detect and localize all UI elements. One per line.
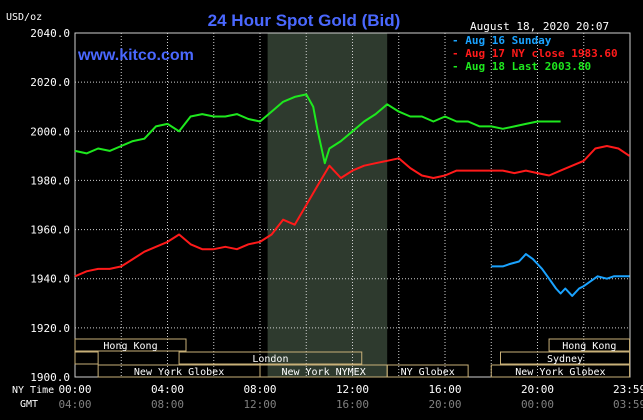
y-tick-label: 1960.0 [30, 224, 70, 237]
series-line [491, 253, 630, 297]
x-tick-label-gmt: 00:00 [521, 398, 554, 411]
session-box [548, 338, 631, 352]
session-box [74, 351, 99, 365]
session-box [490, 364, 631, 378]
x-tick-label-ny: 12:00 [336, 383, 369, 396]
legend-entry: - Aug 17 NY close 1983.60 [452, 47, 618, 60]
website-label[interactable]: www.kitco.com [77, 47, 194, 64]
x-tick-label-gmt: 20:00 [428, 398, 461, 411]
x-tick-label-gmt: 08:00 [151, 398, 184, 411]
series-line [74, 145, 631, 278]
units-label: USD/oz [6, 12, 42, 23]
session-box [500, 351, 631, 365]
x-tick-label-ny: 00:00 [58, 383, 91, 396]
data-series [74, 93, 631, 297]
session-label: Hong Kong [562, 341, 616, 352]
nymex-session-shading [267, 33, 388, 377]
x-tick-label-gmt: 16:00 [336, 398, 369, 411]
legend-entry: - Aug 16 Sunday [452, 34, 552, 47]
session-label: London [252, 354, 288, 365]
session-label: New York Globex [134, 367, 224, 378]
x-tick-label-gmt: 04:00 [58, 398, 91, 411]
session-label: NY Globex [401, 367, 455, 378]
legend: - Aug 16 Sunday- Aug 17 NY close 1983.60… [452, 34, 618, 73]
y-tick-label: 2020.0 [30, 76, 70, 89]
trading-sessions: Hong Kong London New York Globex New York N… [74, 338, 631, 378]
y-tick-label: 2000.0 [30, 125, 70, 138]
x-tick-label-gmt: 12:00 [243, 398, 276, 411]
series-line [74, 93, 561, 165]
session-label: Sydney [547, 354, 583, 365]
x-tick-label-ny: 08:00 [243, 383, 276, 396]
session-label: New York NYMEX [281, 367, 365, 378]
chart-title: 24 Hour Spot Gold (Bid) [208, 11, 401, 30]
x-tick-label-ny: 04:00 [151, 383, 184, 396]
x-tick-label-ny: 23:59 [613, 383, 643, 396]
session-box [178, 351, 363, 365]
session-box [74, 338, 187, 352]
y-tick-label: 1940.0 [30, 273, 70, 286]
x-tick-label-gmt: 03:59 [613, 398, 643, 411]
session-label: Hong Kong [103, 341, 157, 352]
y-tick-label: 1980.0 [30, 174, 70, 187]
x-tick-label-ny: 16:00 [428, 383, 461, 396]
ny-time-label: NY Time [12, 385, 54, 396]
legend-entry: - Aug 18 Last 2003.80 [452, 60, 591, 73]
y-tick-label: 1900.0 [30, 371, 70, 384]
y-tick-label: 1920.0 [30, 322, 70, 335]
axes: 2040.0 2020.0 2000.0 1980.0 1960.0 1940.0 1920… [12, 27, 643, 411]
y-tick-label: 2040.0 [30, 27, 70, 40]
gmt-label: GMT [20, 399, 38, 410]
session-box [386, 364, 469, 378]
chart-date: August 18, 2020 20:07 [470, 20, 609, 33]
x-tick-label-ny: 20:00 [521, 383, 554, 396]
session-label: New York Globex [515, 367, 605, 378]
